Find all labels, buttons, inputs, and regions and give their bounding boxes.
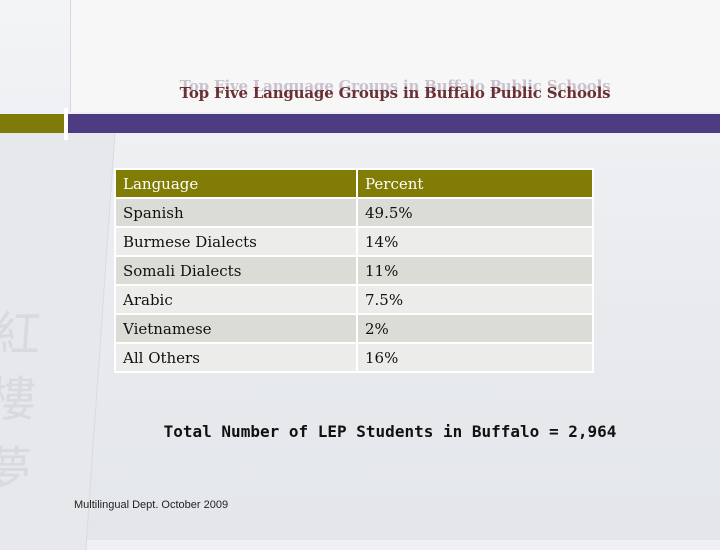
percent-cell: 14% — [356, 226, 594, 257]
language-table: Language Percent Spanish 49.5% Burmese D… — [114, 168, 594, 373]
slide-title-shadow: Top Five Language Groups in Buffalo Publ… — [179, 77, 611, 95]
table-header-row: Language Percent — [114, 168, 594, 199]
table-row: Spanish 49.5% — [114, 197, 594, 228]
percent-cell: 49.5% — [356, 197, 594, 228]
language-cell: Somali Dialects — [114, 255, 358, 286]
percent-cell: 2% — [356, 313, 594, 344]
total-students-text: Total Number of LEP Students in Buffalo … — [163, 422, 617, 441]
language-cell: Spanish — [114, 197, 358, 228]
table-row: Arabic 7.5% — [114, 284, 594, 315]
table-row: Burmese Dialects 14% — [114, 226, 594, 257]
title-area — [70, 0, 720, 112]
footer-source: Multilingual Dept. October 2009 — [74, 499, 229, 511]
header-language: Language — [114, 168, 358, 199]
background-calligraphy-glyph: 紅 — [0, 307, 43, 363]
slide-title: Top Five Language Groups in Buffalo Publ… — [179, 84, 611, 102]
accent-bar-divider — [64, 108, 68, 140]
language-cell: Vietnamese — [114, 313, 358, 344]
table-row: Somali Dialects 11% — [114, 255, 594, 286]
background-calligraphy-glyph: 樓 — [0, 372, 38, 428]
accent-bar-left — [0, 114, 64, 133]
language-cell: Arabic — [114, 284, 358, 315]
language-cell: All Others — [114, 342, 358, 373]
percent-cell: 7.5% — [356, 284, 594, 315]
language-cell: Burmese Dialects — [114, 226, 358, 257]
accent-bar-right — [68, 114, 720, 133]
table-row: Vietnamese 2% — [114, 313, 594, 344]
percent-cell: 11% — [356, 255, 594, 286]
table-row: All Others 16% — [114, 342, 594, 373]
percent-cell: 16% — [356, 342, 594, 373]
header-percent: Percent — [356, 168, 594, 199]
